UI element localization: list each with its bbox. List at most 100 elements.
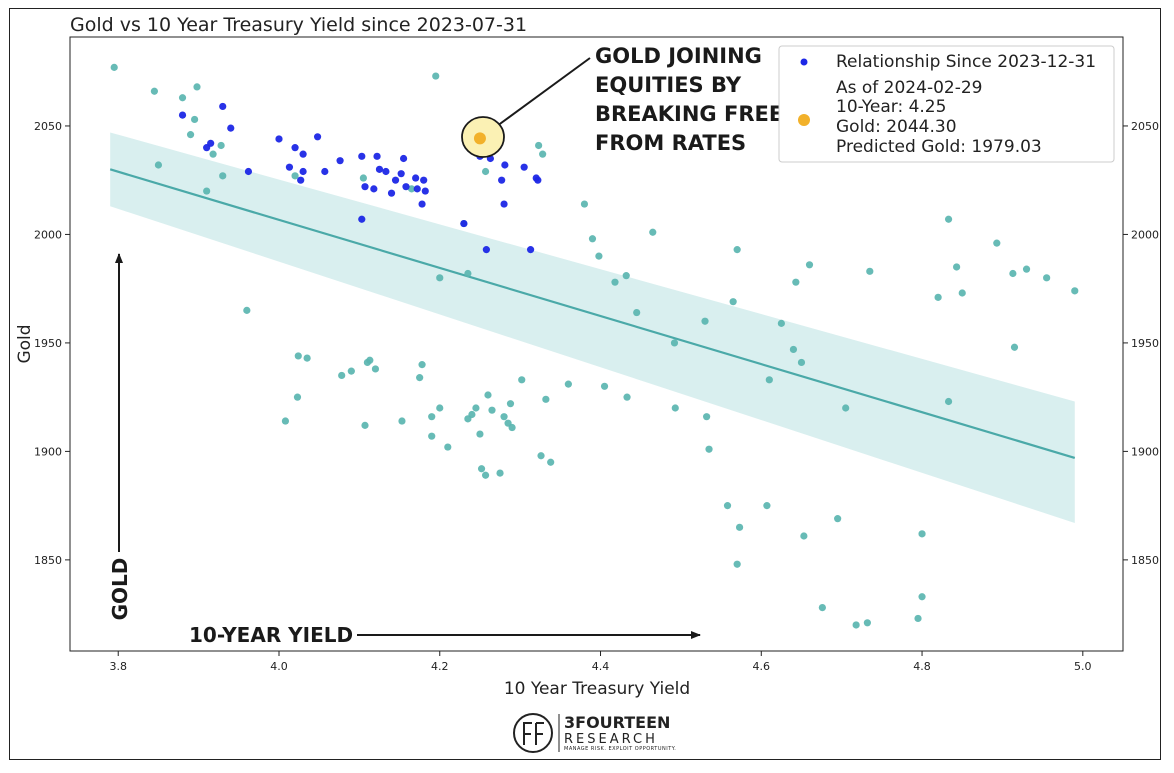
data-point [496, 469, 504, 477]
y-direction-label: GOLD [108, 558, 132, 621]
x-axis-label: 10 Year Treasury Yield [504, 679, 690, 699]
regression-line [109, 168, 1076, 459]
data-point [539, 150, 547, 158]
data-point [110, 63, 118, 71]
data-point [371, 365, 380, 373]
data-point [958, 289, 966, 297]
logo-name: 3FOURTEEN [564, 713, 670, 732]
data-point [203, 187, 211, 195]
data-point-recent [382, 167, 390, 176]
data-point [705, 445, 713, 453]
logo-sub: RESEARCH [564, 732, 658, 747]
legend-marker-current [798, 114, 810, 126]
data-point [243, 306, 251, 314]
data-point-recent [285, 163, 294, 171]
data-point [729, 298, 737, 306]
data-point [186, 131, 195, 139]
current-data-point [473, 132, 486, 145]
data-point [789, 345, 798, 354]
data-point [398, 417, 406, 425]
data-point-recent [501, 161, 509, 169]
x-tick-label: 4.2 [431, 660, 449, 673]
data-point [842, 404, 850, 412]
data-point-recent [275, 135, 283, 143]
data-point [670, 339, 679, 347]
data-point-recent [520, 163, 528, 171]
data-point [436, 404, 444, 412]
data-point-recent [482, 246, 490, 254]
y-tick-label-left: 1850 [34, 554, 62, 567]
x-tick-label: 3.8 [109, 660, 127, 673]
data-point [359, 174, 367, 182]
data-point [338, 371, 346, 380]
data-point [944, 397, 953, 406]
data-point-recent [460, 219, 468, 228]
ticks-layer: 3.8 4.0 4.2 4.4 4.6 4.8 5.0 1850 1850 1900 1900 195… [34, 120, 1159, 673]
data-point [723, 502, 732, 510]
legend-box [778, 45, 1115, 163]
data-point [472, 404, 480, 412]
data-point-recent [244, 167, 253, 176]
data-point-recent [299, 167, 307, 176]
y-tick-label-left: 2000 [34, 228, 62, 241]
data-point [366, 356, 374, 364]
y-tick-label-left: 1950 [34, 337, 62, 350]
data-point [1022, 265, 1031, 273]
data-point-recent [500, 200, 508, 208]
data-point [484, 391, 492, 399]
data-point [805, 261, 814, 269]
callout-line-2: EQUITIES BY [595, 73, 742, 97]
data-point [735, 523, 744, 531]
data-point-recent [336, 157, 344, 165]
legend-current-line-3: Gold: 2044.30 [836, 117, 957, 137]
logo-mark-icon [523, 722, 544, 745]
data-point [797, 358, 806, 367]
x-tick-label: 5.0 [1074, 660, 1092, 673]
logo-tagline: MANAGE RISK. EXPLOIT OPPORTUNITY. [564, 746, 676, 752]
data-point-recent [219, 102, 227, 111]
data-point [1043, 274, 1051, 282]
legend-current-line-4: Predicted Gold: 1979.03 [836, 137, 1042, 157]
data-point [852, 621, 860, 629]
data-point [154, 161, 163, 169]
data-point-recent [178, 111, 187, 119]
data-point [178, 94, 187, 102]
data-point-recent [498, 176, 506, 184]
y-tick-label-left: 1900 [34, 445, 62, 458]
data-point [508, 423, 516, 432]
data-point [866, 267, 874, 275]
y-tick-label-right: 2000 [1131, 228, 1159, 241]
callout-line-1: GOLD JOINING [595, 44, 762, 68]
data-point [150, 87, 159, 95]
data-point [476, 430, 484, 438]
data-point [542, 395, 550, 403]
data-point [408, 185, 416, 193]
data-point [834, 515, 842, 523]
data-point [564, 380, 572, 388]
data-point [347, 367, 355, 375]
data-point-recent [227, 124, 235, 132]
plot-area [69, 36, 1124, 652]
data-point [863, 619, 871, 627]
x-tick-label: 4.6 [753, 660, 771, 673]
data-point [477, 465, 486, 473]
data-point [481, 471, 490, 479]
data-point [703, 413, 711, 421]
data-point-recent [391, 176, 400, 184]
data-point-recent [299, 150, 307, 158]
data-point [217, 141, 225, 150]
data-point [777, 319, 785, 327]
data-point [1071, 287, 1079, 295]
y-tick-label-right: 1950 [1131, 337, 1159, 350]
data-point-recent [412, 174, 420, 182]
data-point [209, 150, 217, 158]
confidence-band-layer [110, 132, 1075, 523]
callout-line-3: BREAKING FREE [595, 102, 783, 126]
data-point [701, 317, 709, 325]
data-point [518, 376, 526, 384]
data-point-recent [399, 154, 408, 163]
data-point [428, 413, 436, 421]
data-point [468, 410, 476, 419]
data-point-recent [397, 170, 405, 178]
